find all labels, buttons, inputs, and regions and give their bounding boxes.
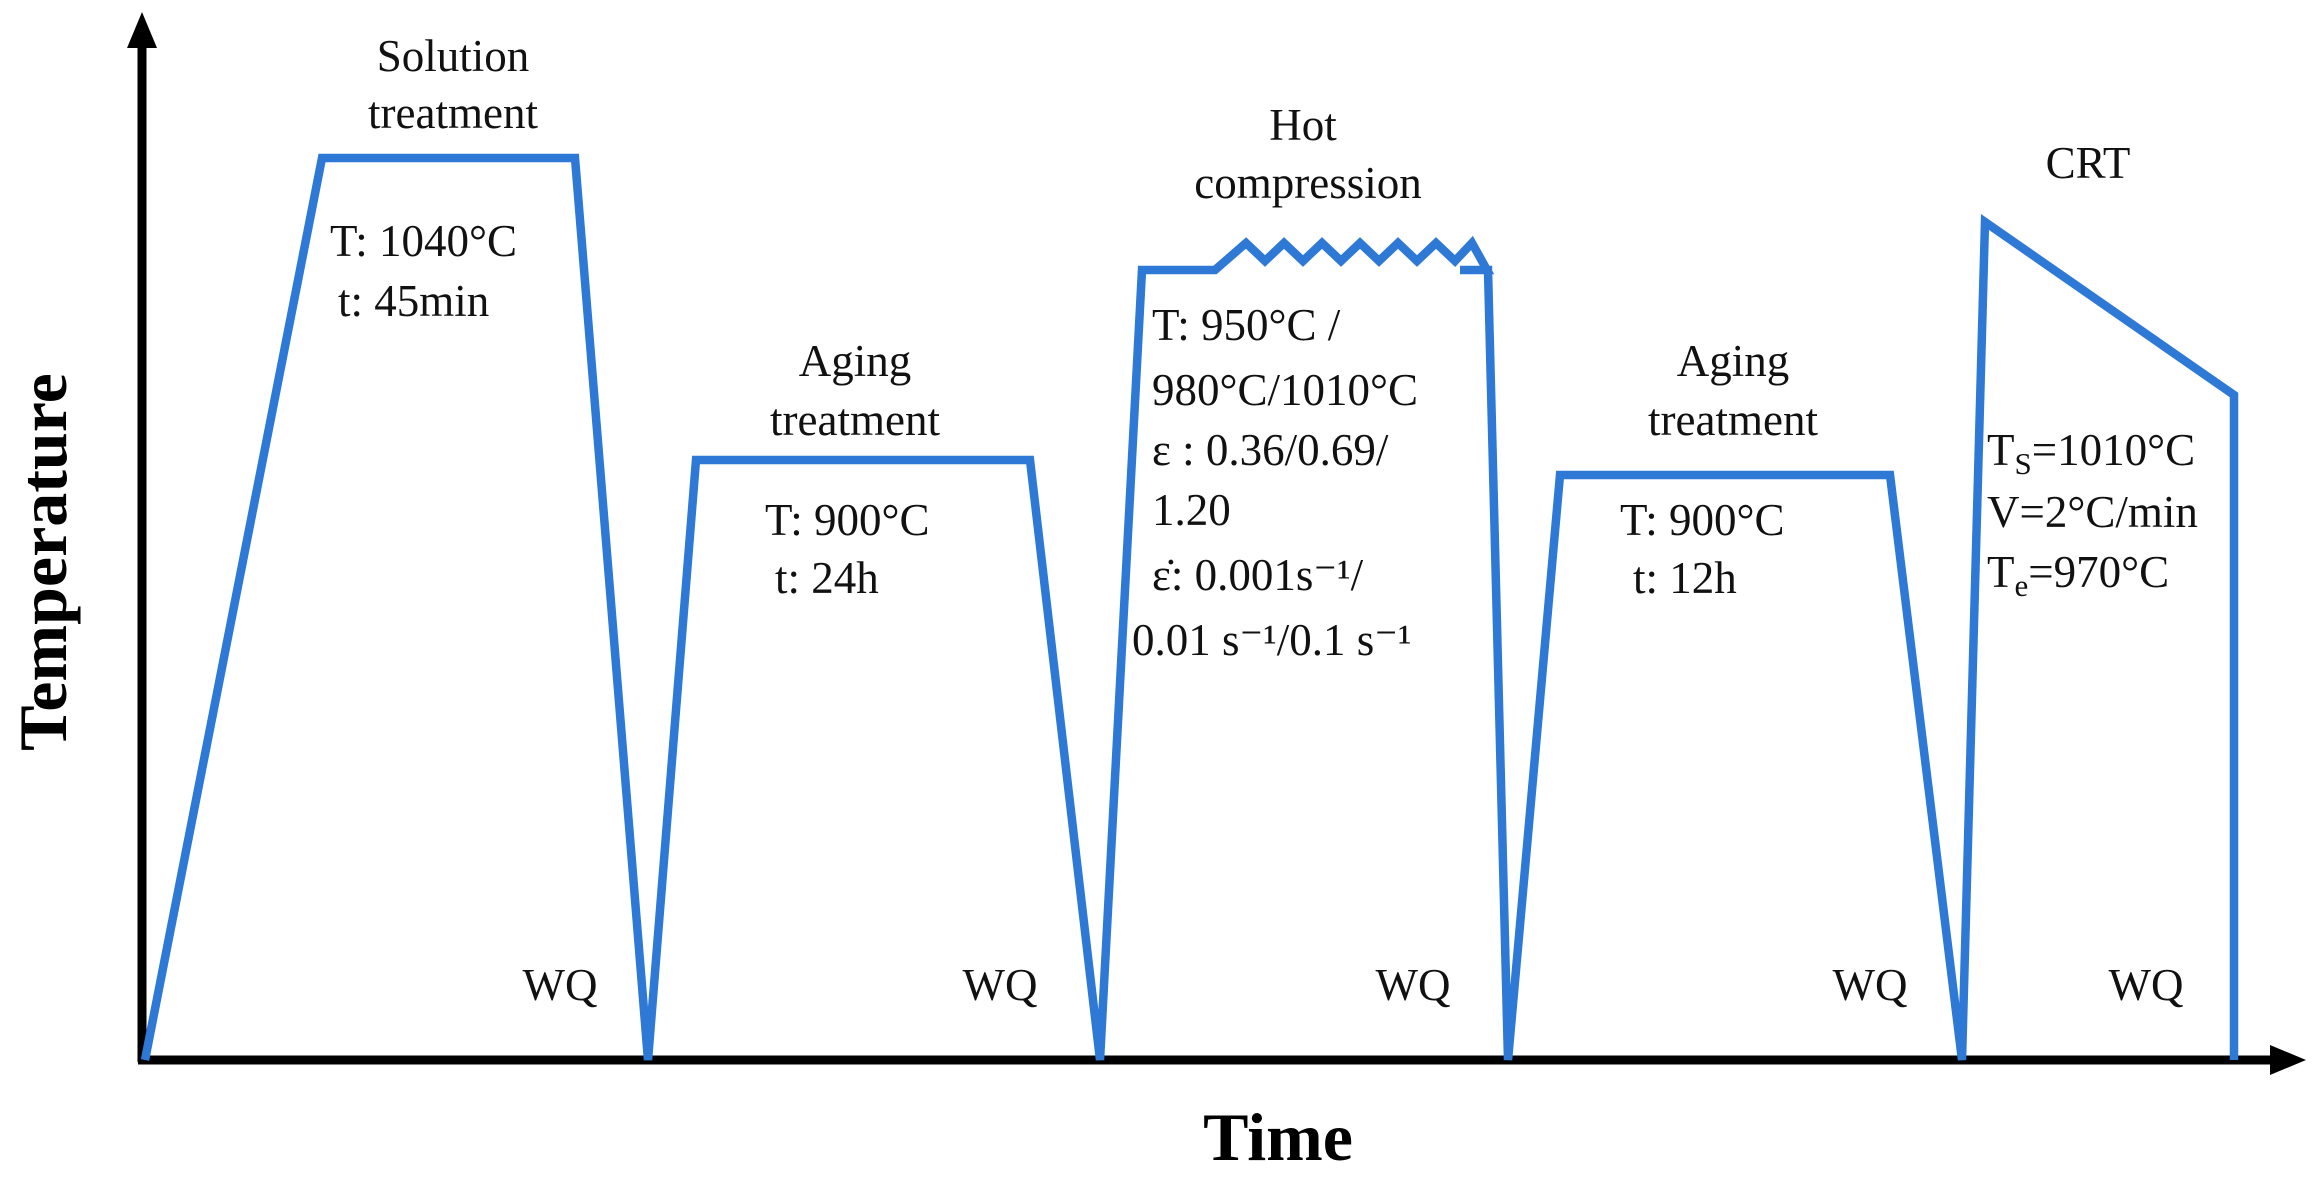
water-quench-label: WQ (2109, 960, 2184, 1010)
stage-title-line: treatment (1648, 395, 1818, 445)
stage-title-line: compression (1194, 158, 1421, 208)
stage-title-line: Aging (1677, 336, 1790, 386)
stage-param: T: 900°C (1620, 495, 1785, 545)
y-axis-arrow (127, 12, 157, 48)
stage-param: T: 900°C (765, 495, 930, 545)
stage-title-line: Solution (377, 31, 530, 81)
stage-param: 980°C/1010°C (1152, 365, 1418, 415)
stage-hot-compression: Hot compression T: 950°C / 980°C/1010°C … (1132, 100, 1450, 1010)
stage-param-end-temp: Te=970°C (1987, 547, 2169, 603)
stage-param-cooling-rate: V=2°C/min (1987, 487, 2198, 537)
stage-title-line: treatment (368, 88, 538, 138)
stage-param: T: 1040°C (330, 216, 517, 266)
stage-param: t: 45min (338, 276, 489, 326)
water-quench-label: WQ (523, 960, 598, 1010)
stage-solution-treatment: Solution treatment T: 1040°C t: 45min WQ (330, 31, 597, 1010)
water-quench-label: WQ (963, 960, 1038, 1010)
stage-param: 1.20 (1152, 485, 1231, 535)
water-quench-label: WQ (1833, 960, 1908, 1010)
y-axis-title: Temperature (5, 373, 81, 751)
stage-crt: CRT TS=1010°C V=2°C/min Te=970°C WQ (1987, 138, 2198, 1010)
stage-title-line: Aging (799, 336, 912, 386)
stage-param: T: 950°C / (1152, 300, 1341, 350)
stage-param: ε̇: 0.001s⁻¹/ (1152, 550, 1364, 600)
stage-aging-treatment-1: Aging treatment T: 900°C t: 24h WQ (765, 336, 1037, 1010)
stage-title-line: Hot (1269, 100, 1337, 150)
stage-param-start-temp: TS=1010°C (1987, 425, 2195, 481)
stage-param: ε : 0.36/0.69/ (1152, 425, 1389, 475)
stage-title-line: treatment (770, 395, 940, 445)
stage-param: t: 24h (775, 553, 879, 603)
temperature-profile-line (140, 153, 2239, 1061)
water-quench-label: WQ (1376, 960, 1451, 1010)
x-axis-title: Time (1203, 1099, 1353, 1175)
stage-title-line: CRT (2046, 138, 2131, 188)
stage-param: 0.01 s⁻¹/0.1 s⁻¹ (1132, 615, 1412, 665)
stage-param: t: 12h (1633, 553, 1737, 603)
stage-aging-treatment-2: Aging treatment T: 900°C t: 12h WQ (1620, 336, 1907, 1010)
x-axis-arrow (2270, 1045, 2306, 1075)
